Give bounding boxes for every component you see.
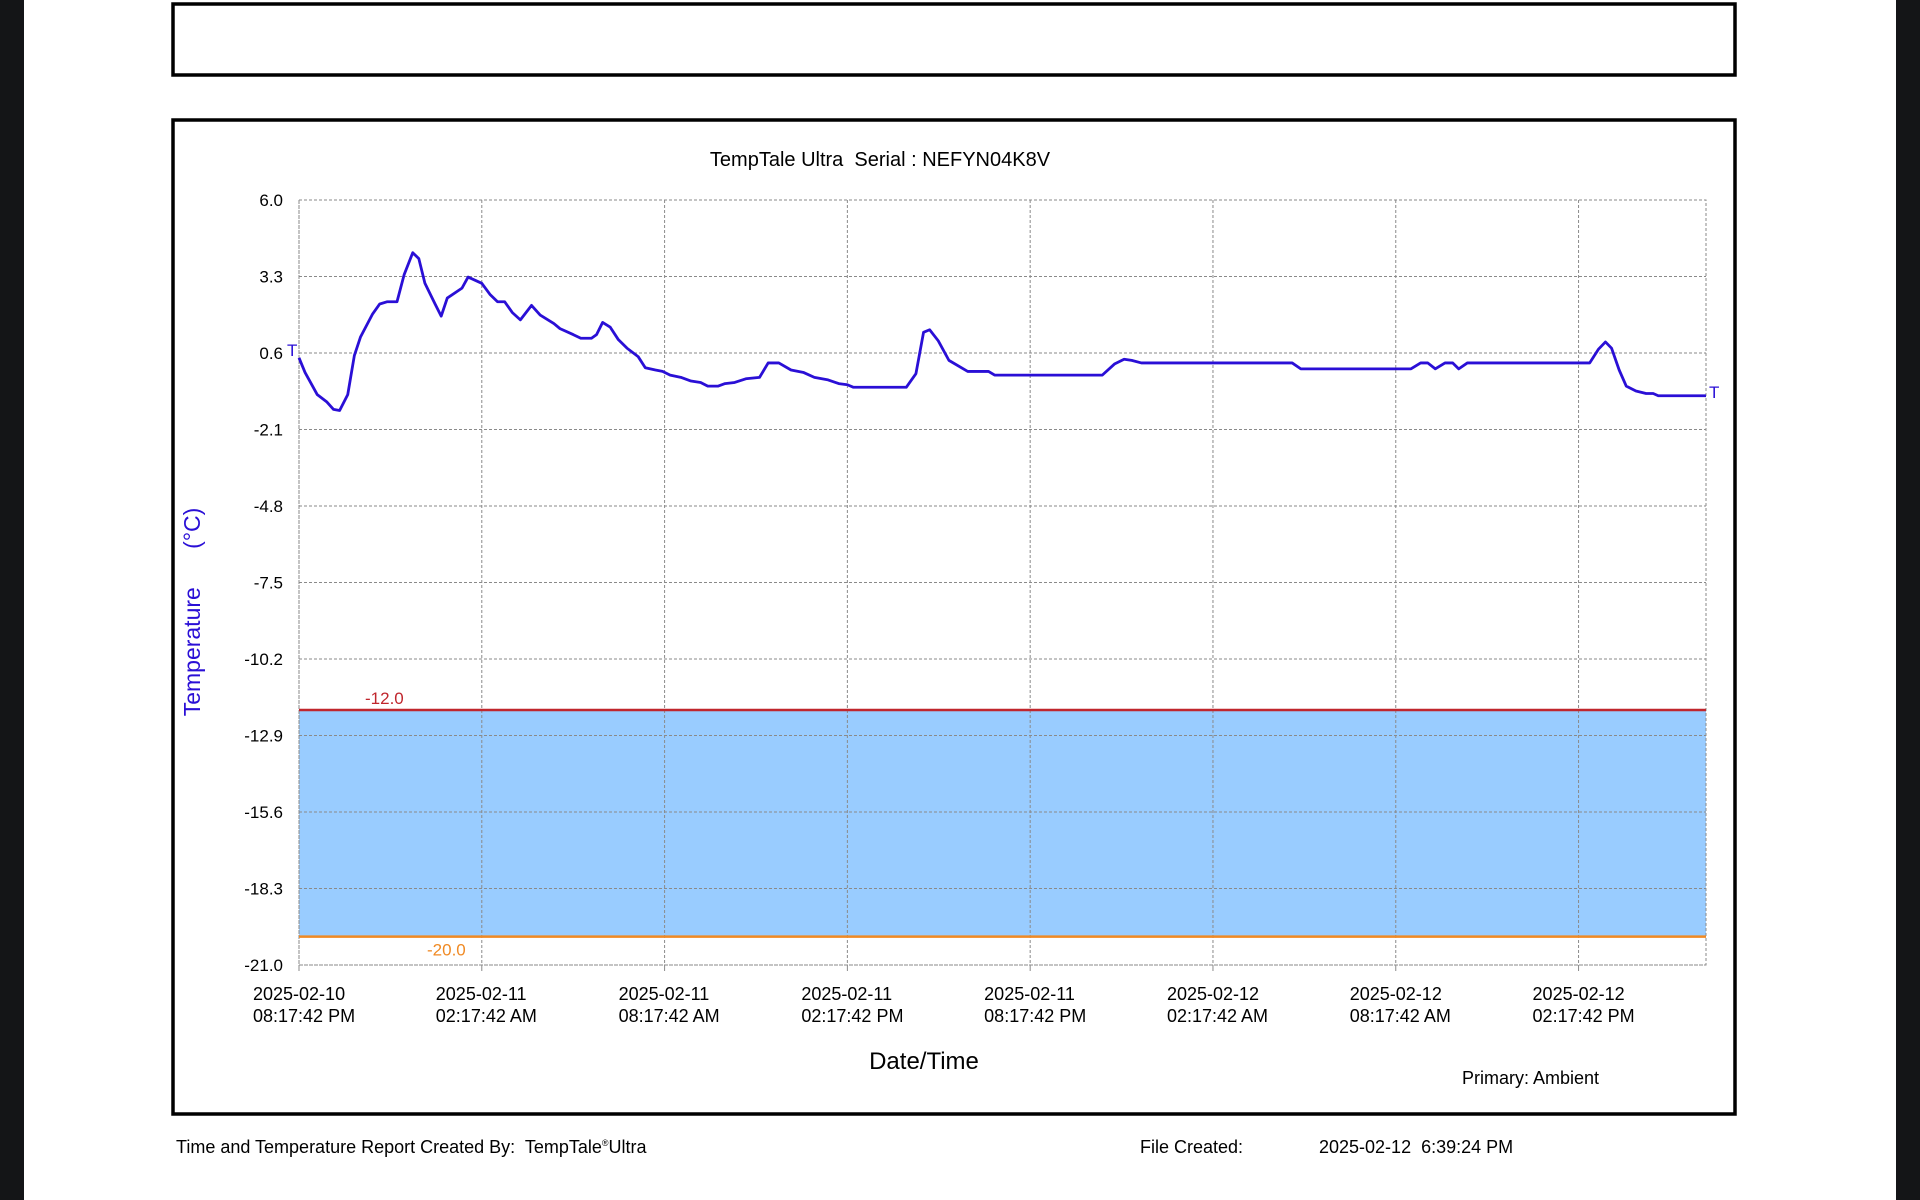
x-tick-label: 2025-02-11 02:17:42 AM [436, 984, 537, 1026]
y-tick-label: -15.6 [244, 803, 283, 822]
plot-border [298, 199, 1707, 966]
y-tick-label: 0.6 [259, 344, 283, 363]
y-tick-label: -4.8 [254, 497, 283, 516]
footer-created-by: Time and Temperature Report Created By: … [176, 1137, 648, 1157]
limit-label: -12.0 [365, 689, 404, 708]
chart-frame [171, 118, 1737, 1116]
y-tick-label: -12.9 [244, 727, 283, 746]
x-tick-label: 2025-02-11 08:17:42 AM [619, 984, 720, 1026]
acceptable-band [299, 710, 1706, 937]
y-axis-title: Temperature (°C) [179, 508, 205, 717]
y-tick-label: -21.0 [244, 956, 283, 975]
series-line [297, 251, 1706, 412]
x-tick-label: 2025-02-12 02:17:42 AM [1167, 984, 1268, 1026]
y-tick-label: -10.2 [244, 650, 283, 669]
start-marker: T [287, 341, 297, 360]
x-axis-title: Date/Time [869, 1048, 979, 1075]
x-tick-label: 2025-02-12 02:17:42 PM [1533, 984, 1635, 1026]
x-tick-label: 2025-02-11 02:17:42 PM [801, 984, 903, 1026]
y-tick-label: 3.3 [259, 268, 283, 287]
y-tick-label: -7.5 [254, 574, 283, 593]
limit-label: -20.0 [427, 941, 466, 960]
end-marker: T [1709, 383, 1719, 402]
legend-entry: Primary: Ambient [1462, 1068, 1599, 1088]
x-tick-label: 2025-02-12 08:17:42 AM [1350, 984, 1451, 1026]
header-box [171, 2, 1737, 77]
y-tick-label: -18.3 [244, 880, 283, 899]
x-tick-label: 2025-02-11 08:17:42 PM [984, 984, 1086, 1026]
file-created-value: 2025-02-12 6:39:24 PM [1319, 1137, 1513, 1157]
registered-mark: ® [602, 1138, 609, 1148]
x-tick-label: 2025-02-10 08:17:42 PM [253, 984, 355, 1026]
footer-created-by-label: Time and Temperature Report Created By: … [176, 1137, 602, 1157]
footer-product: Ultra [609, 1137, 648, 1157]
chart-title: TempTale Ultra Serial : NEFYN04K8V [710, 149, 1051, 171]
y-tick-label: 6.0 [259, 191, 283, 210]
file-created-label: File Created: [1140, 1137, 1243, 1157]
y-tick-label: -2.1 [254, 421, 283, 440]
